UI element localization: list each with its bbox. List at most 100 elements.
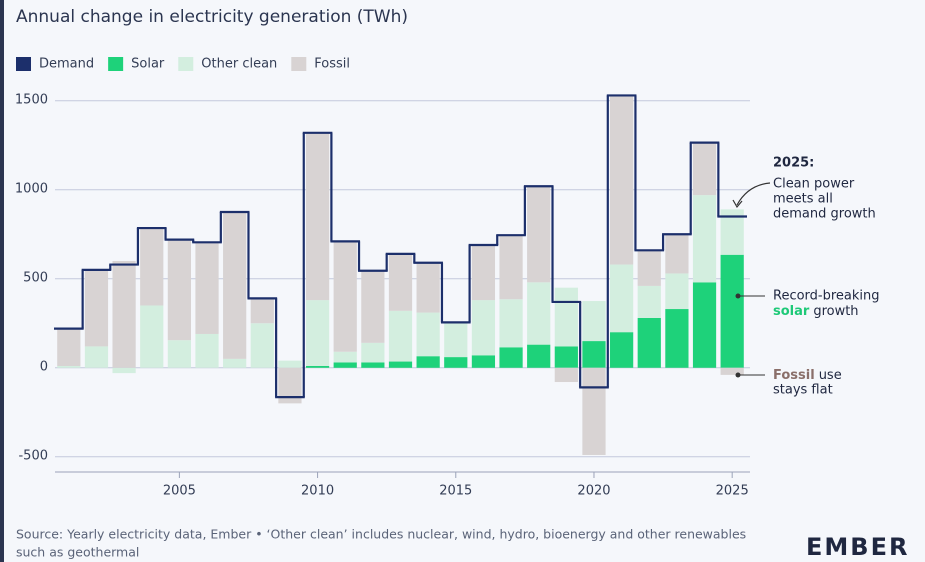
bar-segment — [195, 333, 219, 368]
chart-title: Annual change in electricity generation … — [16, 7, 408, 27]
bar-segment — [112, 367, 136, 374]
bar-segment — [278, 360, 302, 368]
bar-segment — [582, 341, 606, 368]
bar-segment — [416, 262, 440, 313]
bar-segment — [333, 351, 357, 363]
bar-segment — [416, 356, 440, 368]
bar-segment — [637, 317, 661, 368]
annotation: demand growth — [773, 207, 876, 222]
bar-segment — [57, 365, 81, 368]
annotation: Record-breaking — [773, 289, 880, 304]
legend-label: Demand — [39, 57, 94, 72]
x-tick-label: 2010 — [301, 484, 334, 499]
logo: EMBER — [806, 533, 909, 561]
bar-segment — [167, 239, 191, 341]
bar-segment — [637, 250, 661, 286]
bar-segment — [499, 299, 523, 348]
legend-swatch — [291, 57, 307, 71]
bar-segment — [250, 323, 274, 368]
bar-segment — [582, 367, 606, 455]
y-tick-label: 1000 — [15, 181, 48, 196]
bar-segment — [305, 300, 330, 366]
bar-segment — [665, 234, 689, 274]
bar-segment — [692, 142, 717, 196]
annotation: growth — [813, 304, 858, 319]
y-tick-label: 500 — [23, 270, 48, 285]
bar-segment — [388, 253, 413, 311]
bar-segment — [416, 312, 440, 357]
bar-segment — [333, 241, 357, 352]
x-tick-label: 2005 — [163, 484, 196, 499]
bar-segment — [140, 305, 164, 368]
annotation: use — [819, 368, 842, 383]
bar-segment — [471, 355, 496, 368]
bar-segment — [223, 212, 247, 359]
bar-segment — [361, 362, 385, 368]
bar-segment — [167, 340, 191, 368]
bar-segment — [305, 365, 330, 368]
source: Source: Yearly electricity data, Ember •… — [16, 527, 746, 542]
y-tick-label: 0 — [40, 359, 48, 374]
legend-swatch — [178, 57, 194, 71]
bar-segment — [112, 260, 136, 368]
bar-segment — [444, 357, 468, 368]
annotation: stays flat — [773, 383, 833, 398]
legend-swatch — [108, 57, 124, 71]
bar-segment — [195, 243, 219, 334]
bar-segment — [527, 186, 551, 283]
arrowhead — [732, 199, 743, 209]
annotation-highlight: Fossil — [773, 368, 815, 383]
legend-swatch — [16, 57, 31, 71]
plot: -500 0 500 1000 1500 2005 2010 2015 2020 2025 — [15, 92, 750, 499]
bar-segment — [499, 347, 523, 368]
source: such as geothermal — [16, 545, 139, 560]
x-tick-label: 2020 — [577, 484, 610, 499]
annotation: solar growth — [773, 304, 859, 319]
bar-segment — [57, 328, 81, 366]
y-tick-label: -500 — [18, 448, 48, 463]
bar-segment — [554, 367, 578, 383]
annotation: meets all — [773, 192, 833, 207]
bar-segment — [554, 287, 578, 347]
arrow — [736, 182, 771, 206]
bar-segment — [471, 300, 496, 356]
annotation: Clean power — [773, 177, 855, 192]
bar-segment — [471, 244, 496, 301]
annotation: Fossil use — [773, 368, 842, 383]
bar-segment — [720, 367, 744, 375]
edge-bar — [0, 0, 4, 562]
legend-label: Other clean — [201, 57, 277, 72]
y-tick-label: 1500 — [15, 92, 48, 107]
bar-segment — [692, 195, 717, 283]
bar-segment — [84, 269, 109, 347]
bar-segment — [278, 367, 302, 404]
bar-segment — [610, 332, 634, 368]
legend-label: Solar — [131, 57, 165, 72]
legend-label: Fossil — [314, 57, 350, 72]
bar-segment — [637, 285, 661, 318]
bar-segment — [720, 254, 744, 368]
bar-segment — [305, 132, 330, 301]
bar-segment — [223, 358, 247, 368]
bar-segment — [388, 310, 413, 362]
bar-segment — [665, 273, 689, 310]
bar-segment — [444, 323, 468, 358]
bar-segment — [665, 309, 689, 368]
bar-segment — [250, 298, 274, 324]
bar-segment — [361, 342, 385, 363]
bar-segment — [140, 228, 164, 306]
bar-segment — [333, 362, 357, 368]
bar-segment — [610, 95, 634, 265]
annotation-title: 2025: — [773, 156, 814, 171]
x-tick-label: 2025 — [716, 484, 749, 499]
annotation-highlight: solar — [773, 304, 810, 319]
bar-segment — [720, 209, 744, 255]
bar-segment — [527, 344, 551, 368]
bar-segment — [388, 361, 413, 368]
bar-segment — [84, 346, 109, 368]
bar-segment — [554, 346, 578, 368]
bar-segment — [527, 282, 551, 345]
bar-segment — [692, 282, 717, 368]
x-tick-label: 2015 — [439, 484, 472, 499]
